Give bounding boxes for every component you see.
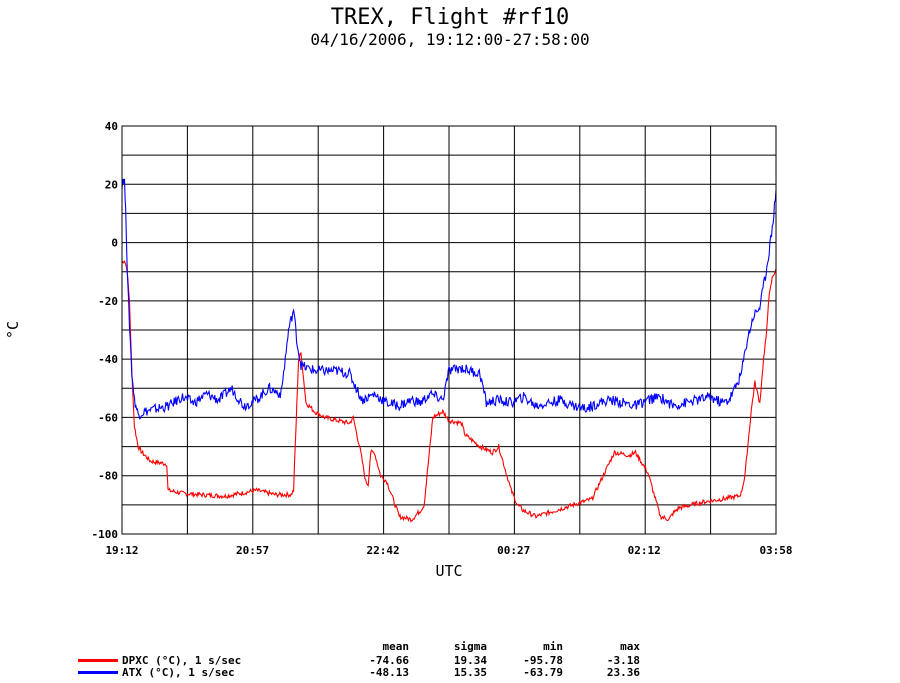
y-tick-label: -100 xyxy=(92,528,119,541)
x-axis-label: UTC xyxy=(435,562,462,580)
stats-value-max: 23.36 xyxy=(606,666,640,679)
stats-value-mean: -48.13 xyxy=(369,666,409,679)
y-tick-label: 40 xyxy=(105,120,118,133)
x-tick-label: 20:57 xyxy=(236,544,269,557)
stats-header-mean: mean xyxy=(382,640,410,653)
x-tick-label: 00:27 xyxy=(497,544,530,557)
y-tick-label: -20 xyxy=(98,295,118,308)
stats-value-min: -95.78 xyxy=(523,654,563,667)
series-line-atx xyxy=(121,178,777,420)
y-tick-label: -60 xyxy=(98,411,118,424)
stats-header-max: max xyxy=(620,640,640,653)
y-tick-label: 0 xyxy=(111,237,118,250)
y-tick-label: -80 xyxy=(98,470,118,483)
legend-series-name: ATX (°C), 1 s/sec xyxy=(122,666,235,679)
x-tick-label: 03:58 xyxy=(759,544,792,557)
plot-frame xyxy=(121,125,777,535)
series-line-dpxc xyxy=(121,260,777,523)
y-axis-label: °C xyxy=(4,321,22,339)
stats-value-sigma: 19.34 xyxy=(453,654,487,667)
stats-value-mean: -74.66 xyxy=(369,654,409,667)
x-tick-label: 19:12 xyxy=(105,544,138,557)
x-tick-label: 22:42 xyxy=(367,544,400,557)
chart-grid xyxy=(122,126,776,534)
stats-value-sigma: 15.35 xyxy=(453,666,487,679)
y-tick-label: -40 xyxy=(98,353,118,366)
y-tick-label: 20 xyxy=(105,178,118,191)
stats-header-min: min xyxy=(543,640,563,653)
stats-value-min: -63.79 xyxy=(523,666,563,679)
stats-header-sigma: sigma xyxy=(453,640,487,653)
chart-subtitle: 04/16/2006, 19:12:00-27:58:00 xyxy=(310,30,590,49)
chart-series xyxy=(121,178,777,523)
legend-swatch xyxy=(78,659,118,662)
legend-series-name: DPXC (°C), 1 s/sec xyxy=(122,654,242,667)
legend-swatch xyxy=(78,671,118,674)
axis-ticks: 40 20 0 -20 -40 -60 -80 -100 19:12 20:57 22:42 00:2… xyxy=(92,120,793,557)
stats-value-max: -3.18 xyxy=(606,654,640,667)
chart-title: TREX, Flight #rf10 xyxy=(330,5,570,30)
x-tick-label: 02:12 xyxy=(628,544,661,557)
